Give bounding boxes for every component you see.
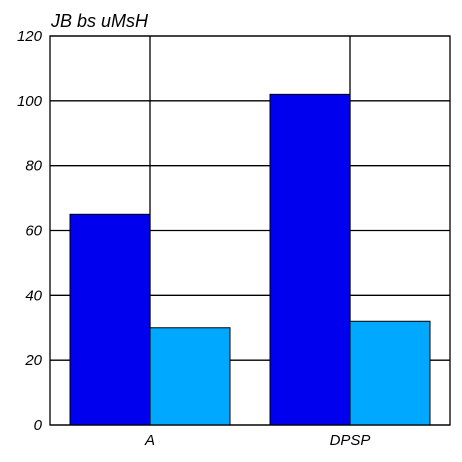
- x-tick-label: DPSP: [330, 432, 371, 449]
- y-tick-label: 60: [25, 223, 42, 240]
- y-axis-tick-labels: 0 20 40 60 80 100 120: [17, 28, 43, 434]
- plot-area-frame: [49, 35, 451, 426]
- bar-series: [69, 93, 431, 426]
- bar-dpsp-series-1: [269, 93, 351, 426]
- y-tick-label: 100: [17, 93, 43, 110]
- y-tick-label: 0: [34, 417, 43, 434]
- bar-dpsp-series-2: [349, 320, 431, 426]
- x-axis-tick-labels: A DPSP: [144, 432, 370, 449]
- y-tick-label: 80: [25, 158, 42, 175]
- y-tick-label: 20: [24, 352, 42, 369]
- chart-title: JB bs uMsH: [50, 11, 149, 31]
- y-tick-label: 120: [17, 28, 43, 45]
- bar-a-series-1: [69, 213, 151, 426]
- bar-a-series-2: [149, 327, 231, 426]
- x-tick-label: A: [144, 432, 155, 449]
- y-tick-label: 40: [25, 287, 42, 304]
